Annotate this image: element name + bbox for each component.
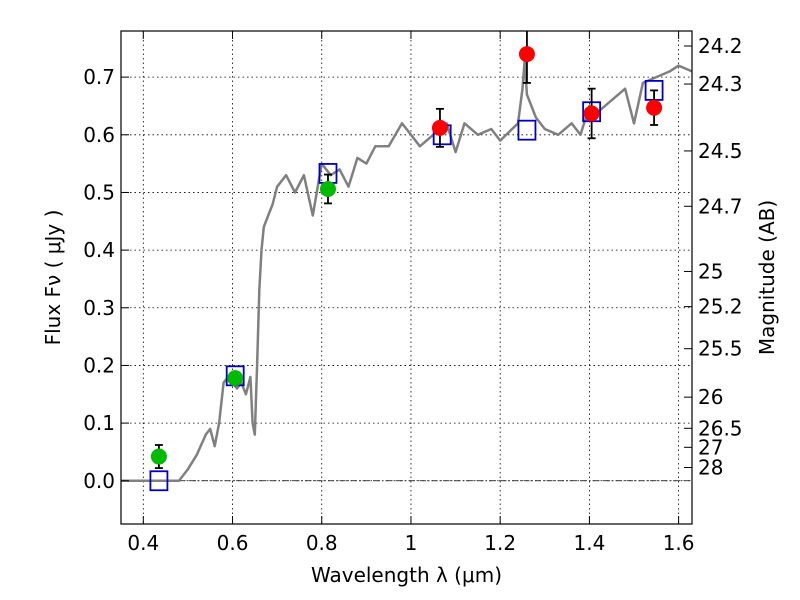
red-data-point bbox=[646, 99, 663, 116]
red-data-point bbox=[431, 119, 448, 136]
grid-lines bbox=[121, 31, 692, 524]
green-data-point bbox=[227, 370, 244, 387]
right-tick-label: 26.5 bbox=[698, 416, 743, 440]
right-tick-label: 27 bbox=[698, 435, 723, 459]
y-tick-label: 0.5 bbox=[83, 180, 115, 204]
y-axis-label: Flux Fν ( μJy ) bbox=[41, 210, 65, 346]
y-tick-label: 0.4 bbox=[83, 238, 115, 262]
model-photometry-square bbox=[149, 470, 169, 492]
y-tick-label: 0.1 bbox=[83, 411, 115, 435]
y-tick-label: 0.0 bbox=[83, 469, 115, 493]
x-tick-label: 1.4 bbox=[573, 531, 605, 555]
x-axis-label: Wavelength λ (μm) bbox=[311, 563, 502, 587]
right-tick-label: 24.2 bbox=[698, 34, 743, 58]
x-tick-label: 1.6 bbox=[663, 531, 695, 555]
axis-ticks: 0.4 0.6 0.8 1 1.2 1.4 1.6 0.0 0.1 0.2 0.3 0.4 0.5 0.6… bbox=[83, 31, 743, 555]
y-tick-label: 0.7 bbox=[83, 65, 115, 89]
right-tick-label: 25.5 bbox=[698, 337, 743, 361]
right-tick-label: 25.2 bbox=[698, 295, 743, 319]
green-data-point bbox=[319, 180, 336, 197]
x-tick-label: 0.6 bbox=[217, 531, 249, 555]
y-tick-label: 0.6 bbox=[83, 123, 115, 147]
green-data-point bbox=[150, 448, 167, 465]
y-tick-label: 0.2 bbox=[83, 353, 115, 377]
right-tick-label: 28 bbox=[698, 455, 723, 479]
model-photometry-square bbox=[517, 119, 537, 141]
spectrum-line bbox=[121, 58, 692, 483]
x-tick-label: 1 bbox=[405, 531, 418, 555]
plot-frame bbox=[120, 30, 693, 525]
y-tick-label: 0.3 bbox=[83, 296, 115, 320]
right-tick-label: 24.5 bbox=[698, 139, 743, 163]
right-tick-label: 24.3 bbox=[698, 72, 743, 96]
right-tick-label: 24.7 bbox=[698, 194, 743, 218]
red-data-point bbox=[583, 105, 600, 122]
x-tick-label: 0.4 bbox=[127, 531, 159, 555]
red-data-point bbox=[518, 46, 535, 63]
right-tick-label: 25 bbox=[698, 259, 723, 283]
spectrum-layer bbox=[121, 58, 692, 483]
photometry-layer bbox=[149, 31, 664, 492]
right-axis-label: Magnitude (AB) bbox=[755, 200, 779, 355]
x-tick-label: 1.2 bbox=[484, 531, 516, 555]
x-tick-label: 0.8 bbox=[306, 531, 338, 555]
right-tick-label: 26 bbox=[698, 385, 723, 409]
